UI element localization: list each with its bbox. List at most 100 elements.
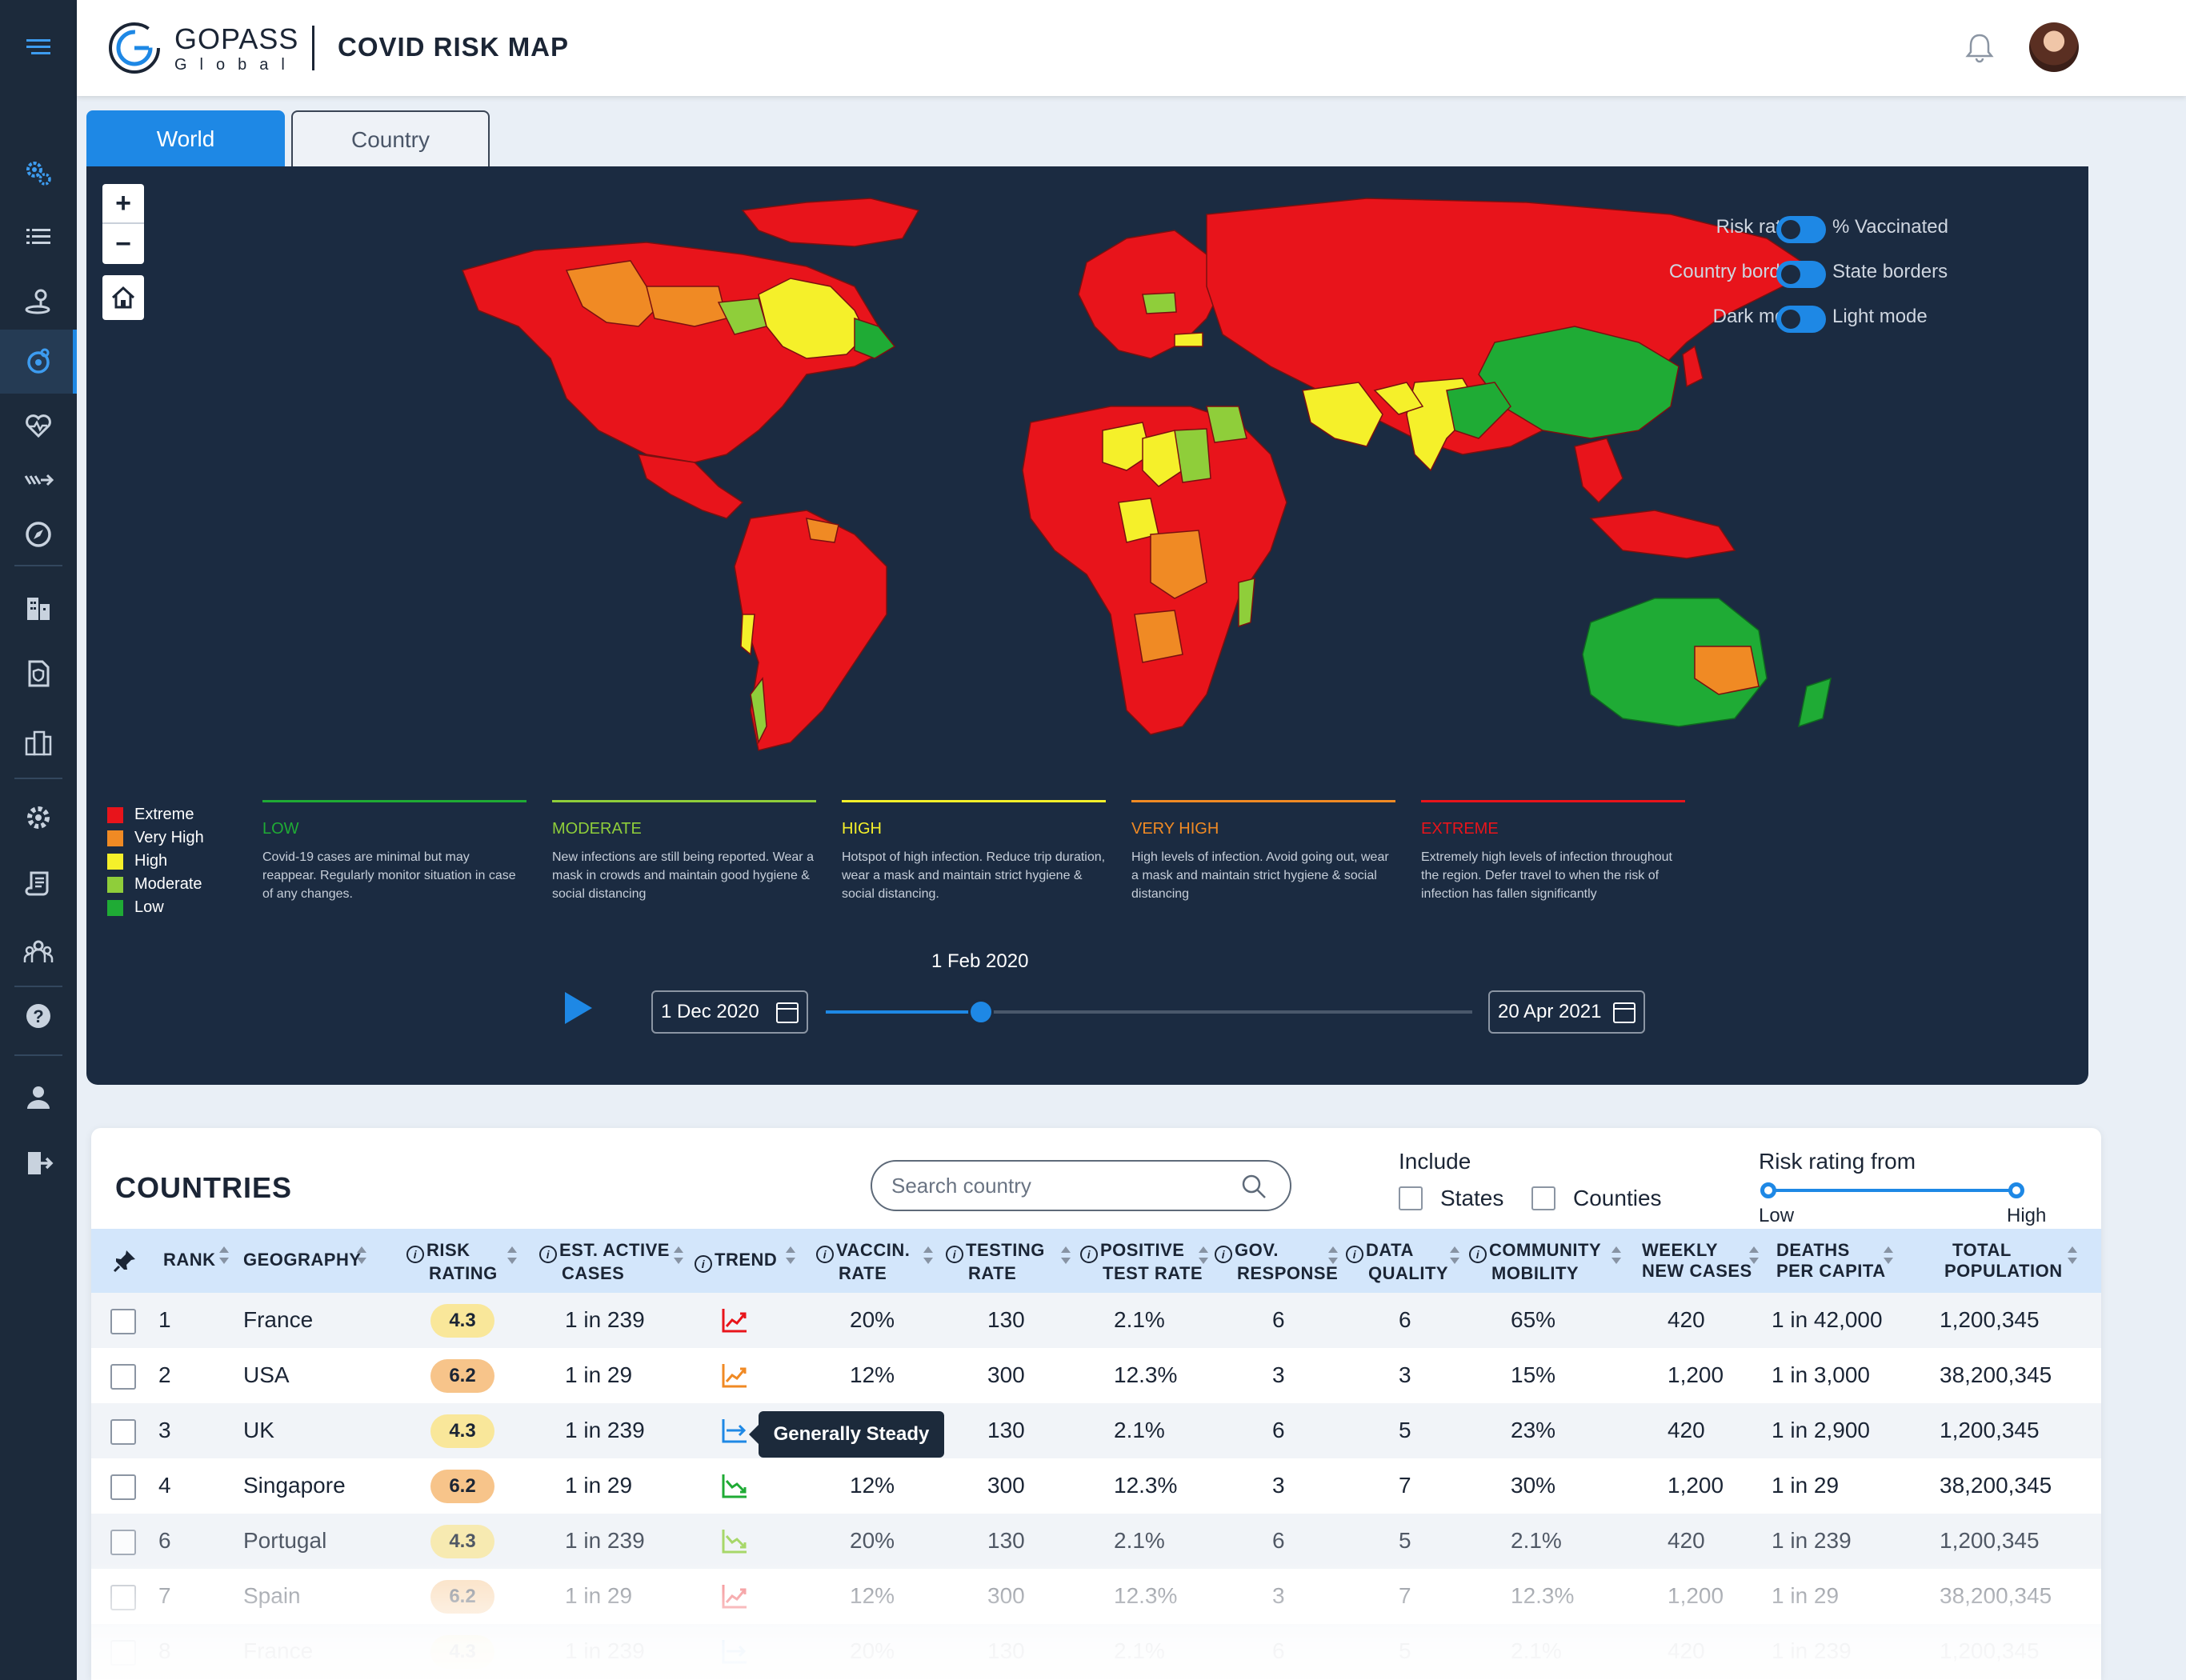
th-gov-response[interactable]: i GOV. RESPONSE (1215, 1240, 1338, 1284)
sort-icon[interactable] (1611, 1246, 1621, 1270)
trend-steady-icon[interactable] (720, 1416, 749, 1445)
th-community-mobility[interactable]: i COMMUNITY MOBILITY (1469, 1240, 1601, 1284)
risk-vaccinated-switch[interactable] (1776, 216, 1826, 243)
help-icon[interactable]: ? (19, 997, 58, 1035)
table-row[interactable]: 7 Spain 1 in 29 12% 300 12.3% 3 7 12.3% 1,200 1 in… (91, 1569, 2101, 1624)
document-shield-icon[interactable] (19, 654, 58, 693)
team-icon[interactable] (19, 933, 58, 971)
info-icon[interactable]: i (1469, 1246, 1487, 1263)
risk-range-track[interactable] (1768, 1189, 2016, 1192)
zoom-out-button[interactable]: − (115, 228, 131, 259)
sort-icon[interactable] (219, 1246, 229, 1270)
sort-icon[interactable] (507, 1246, 517, 1270)
sort-icon[interactable] (674, 1246, 683, 1270)
th-weekly-new-cases[interactable]: WEEKLY NEW CASES (1642, 1240, 1752, 1282)
borders-switch[interactable] (1776, 261, 1826, 288)
tab-world[interactable]: World (86, 110, 285, 168)
row-checkbox[interactable] (110, 1474, 136, 1500)
th-rank[interactable]: RANK (163, 1250, 216, 1270)
info-icon[interactable]: i (406, 1246, 424, 1263)
notification-bell-icon[interactable] (1962, 30, 1997, 66)
covid-map-icon[interactable] (19, 342, 58, 381)
scroll-icon[interactable] (19, 864, 58, 902)
sort-icon[interactable] (2068, 1246, 2077, 1270)
buildings-icon[interactable] (19, 589, 58, 627)
timeline-slider-track[interactable] (826, 1010, 1472, 1014)
settings-icon[interactable] (19, 798, 58, 837)
include-counties-option[interactable]: Counties (1531, 1186, 1662, 1211)
theme-switch[interactable] (1776, 306, 1826, 333)
th-positive-rate[interactable]: i POSITIVE TEST RATE (1080, 1240, 1203, 1284)
map-pin-icon[interactable] (19, 282, 58, 320)
user-icon[interactable] (19, 1078, 58, 1117)
info-icon[interactable]: i (1080, 1246, 1098, 1263)
compass-icon[interactable] (19, 515, 58, 554)
th-active-cases[interactable]: i EST. ACTIVE CASES (539, 1240, 670, 1284)
table-row[interactable]: 6 Portugal 1 in 239 20% 130 2.1% 6 5 2.1% 420 1 in… (91, 1514, 2101, 1569)
flight-icon[interactable] (19, 461, 58, 499)
th-deaths-per-capita[interactable]: DEATHS PER CAPITA (1776, 1240, 1886, 1282)
zoom-in-button[interactable]: + (102, 184, 144, 224)
th-data-quality[interactable]: i DATA QUALITY (1346, 1240, 1448, 1284)
trend-steady-icon[interactable] (720, 1637, 749, 1666)
info-icon[interactable]: i (816, 1246, 834, 1263)
trend-up-icon[interactable] (720, 1582, 749, 1610)
sort-icon[interactable] (357, 1246, 366, 1270)
info-icon[interactable]: i (946, 1246, 963, 1263)
th-trend[interactable]: i TREND (695, 1250, 777, 1273)
info-icon[interactable]: i (1215, 1246, 1232, 1263)
info-icon[interactable]: i (1346, 1246, 1363, 1263)
play-icon[interactable] (565, 992, 592, 1024)
sort-icon[interactable] (786, 1246, 795, 1270)
sort-icon[interactable] (1450, 1246, 1459, 1270)
start-date-field[interactable]: 1 Dec 2020 (651, 990, 808, 1034)
tab-country[interactable]: Country (291, 110, 490, 168)
timeline-slider-thumb[interactable] (968, 999, 994, 1025)
row-checkbox[interactable] (110, 1419, 136, 1445)
list-icon[interactable] (19, 218, 58, 256)
th-risk-rating[interactable]: i RISK RATING (406, 1240, 498, 1284)
trend-down-icon[interactable] (720, 1471, 749, 1500)
logout-icon[interactable] (19, 1144, 58, 1182)
row-checkbox[interactable] (110, 1530, 136, 1555)
menu-icon[interactable] (19, 27, 58, 66)
gears-icon[interactable] (19, 154, 58, 192)
th-geography[interactable]: GEOGRAPHY (243, 1250, 362, 1270)
row-checkbox[interactable] (110, 1309, 136, 1334)
trend-up-icon[interactable] (720, 1306, 749, 1334)
row-checkbox[interactable] (110, 1640, 136, 1666)
sort-icon[interactable] (923, 1246, 933, 1270)
search-input[interactable]: Search country (871, 1160, 1291, 1211)
user-avatar[interactable] (2029, 22, 2079, 72)
world-risk-map[interactable] (86, 166, 2088, 822)
include-states-option[interactable]: States (1399, 1186, 1503, 1211)
sort-icon[interactable] (1199, 1246, 1208, 1270)
heart-pulse-icon[interactable] (19, 406, 58, 445)
th-testing-rate[interactable]: i TESTING RATE (946, 1240, 1045, 1284)
trend-down-icon[interactable] (720, 1526, 749, 1555)
table-row[interactable]: 4 Singapore 1 in 29 12% 300 12.3% 3 7 30% 1,200 1 … (91, 1458, 2101, 1514)
states-checkbox[interactable] (1399, 1186, 1423, 1210)
risk-range-high-handle[interactable] (2008, 1182, 2024, 1198)
table-row[interactable]: 2 USA 1 in 29 12% 300 12.3% 3 3 15% 1,200 1 in 3,0… (91, 1348, 2101, 1403)
table-row[interactable]: 8 France 1 in 239 20% 130 2.1% 6 5 2.1% 420 1 in 2… (91, 1624, 2101, 1679)
search-icon[interactable] (1240, 1173, 1267, 1200)
th-total-population[interactable]: TOTAL POPULATION (1944, 1240, 2063, 1282)
pin-icon[interactable] (112, 1248, 138, 1274)
table-row[interactable]: 1 France 1 in 239 20% 130 2.1% 6 6 65% 420 1 in 42… (91, 1293, 2101, 1348)
info-icon[interactable]: i (539, 1246, 557, 1263)
risk-range-low-handle[interactable] (1760, 1182, 1776, 1198)
sort-icon[interactable] (1061, 1246, 1071, 1270)
counties-checkbox[interactable] (1531, 1186, 1555, 1210)
city-icon[interactable] (19, 723, 58, 762)
info-icon[interactable]: i (695, 1255, 712, 1273)
row-checkbox[interactable] (110, 1585, 136, 1610)
th-vaccin-rate[interactable]: i VACCIN. RATE (816, 1240, 910, 1284)
row-checkbox[interactable] (110, 1364, 136, 1390)
sort-icon[interactable] (1884, 1246, 1893, 1270)
trend-up-icon[interactable] (720, 1361, 749, 1390)
sort-icon[interactable] (1749, 1246, 1759, 1270)
home-button[interactable] (102, 275, 144, 320)
end-date-field[interactable]: 20 Apr 2021 (1488, 990, 1645, 1034)
